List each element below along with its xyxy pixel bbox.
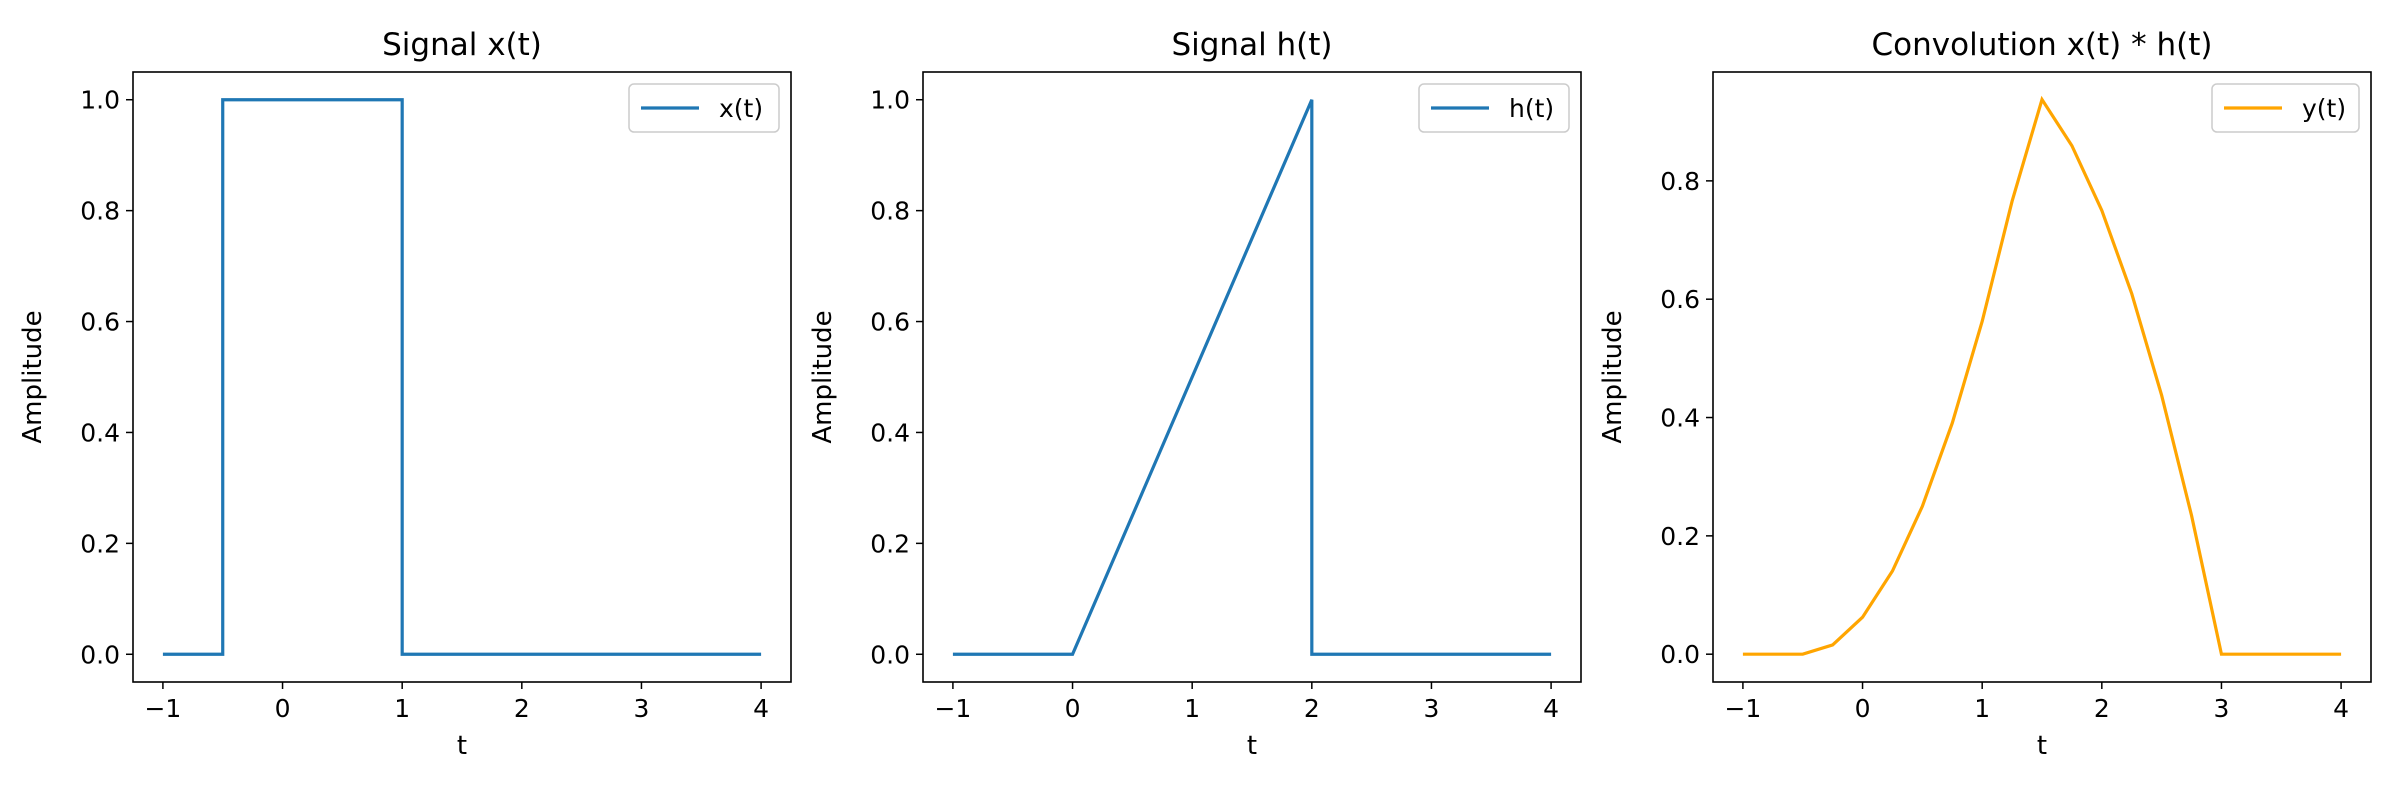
chart-title: Signal h(t) [1171,27,1332,63]
chart-title: Convolution x(t) * h(t) [1872,27,2213,63]
legend-label: x(t) [719,94,763,123]
x-tick-label: 3 [2214,694,2230,723]
chart-panel-2: Signal h(t) −1 0 1 2 3 4 0.0 0.2 0.4 0.6 0.8 1.0 t Amp… [808,27,1582,761]
x-tick-label: 4 [1543,694,1559,723]
axes-frame [922,71,1582,683]
series-line-xt [162,98,762,656]
x-tick-label: 2 [1304,694,1320,723]
y-tick-label: 0.6 [1660,285,1700,314]
axes-frame [132,71,792,683]
chart-panel-1: Signal x(t) −1 0 1 2 3 4 0.0 0.2 0.4 0.6 0.8 1.0 t Amp… [18,27,792,761]
y-tick-label: 0.6 [80,308,120,337]
x-tick-label: 3 [1424,694,1440,723]
y-tick-label: 0.2 [1660,522,1700,551]
y-tick-label: 1.0 [80,86,120,115]
x-axis-label: t [1247,731,1257,761]
y-tick-label: 0.8 [80,197,120,226]
y-axis-label: Amplitude [808,310,838,443]
y-tick-label: 0.6 [870,308,910,337]
x-tick-label: 0 [1855,694,1871,723]
legend-label: y(t) [2302,94,2346,123]
series-line-ht [952,99,1552,656]
series-line-yt [1742,95,2342,656]
x-tick-label: −1 [1724,694,1761,723]
x-tick-label: 4 [2333,694,2349,723]
x-tick-label: 4 [753,694,769,723]
x-tick-label: −1 [144,694,181,723]
x-tick-label: 1 [1974,694,1990,723]
x-tick-label: 3 [634,694,650,723]
x-axis-label: t [2037,731,2047,761]
x-tick-label: 2 [514,694,530,723]
y-tick-label: 0.8 [870,197,910,226]
y-tick-label: 0.0 [870,640,910,669]
x-tick-label: 2 [2094,694,2110,723]
y-tick-label: 0.2 [80,529,120,558]
x-tick-label: 0 [275,694,291,723]
legend-box [2211,83,2360,133]
y-tick-label: 0.0 [80,640,120,669]
legend-label: h(t) [1509,94,1554,123]
y-tick-label: 0.8 [1660,167,1700,196]
chart-panel-3: Convolution x(t) * h(t) −1 0 1 2 3 4 0.0 0.2 0.4 0… [1598,27,2372,761]
y-tick-label: 0.4 [80,418,120,447]
x-tick-label: 1 [1184,694,1200,723]
x-tick-label: 1 [394,694,410,723]
y-tick-label: 0.2 [870,529,910,558]
y-tick-label: 0.4 [1660,404,1700,433]
chart-title: Signal x(t) [382,27,542,63]
legend-box [1418,83,1570,133]
axes-frame [1712,71,2372,683]
y-tick-label: 0.0 [1660,640,1700,669]
y-axis-label: Amplitude [18,310,48,443]
y-tick-label: 0.4 [870,418,910,447]
legend: x(t) [628,83,780,133]
legend: y(t) [2211,83,2360,133]
x-axis-label: t [457,731,467,761]
legend: h(t) [1418,83,1570,133]
x-tick-label: −1 [934,694,971,723]
legend-box [628,83,780,133]
x-tick-label: 0 [1065,694,1081,723]
y-tick-label: 1.0 [870,86,910,115]
y-axis-label: Amplitude [1598,310,1628,443]
